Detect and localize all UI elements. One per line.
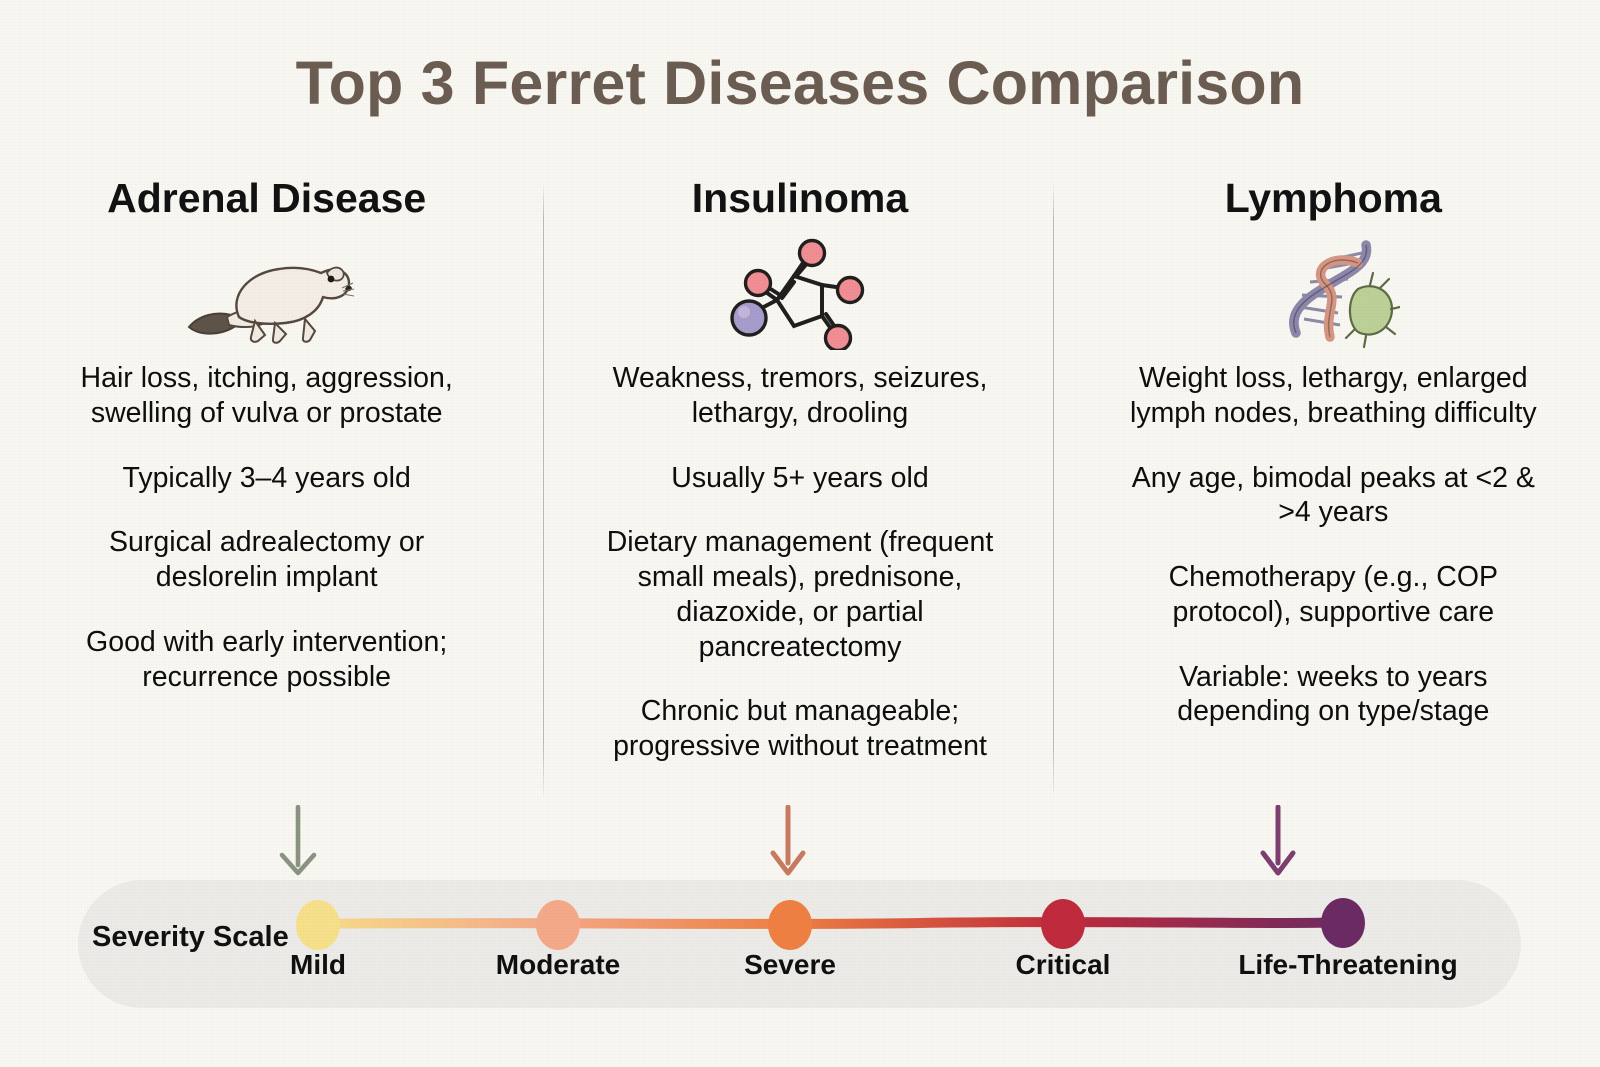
column-title-lymphoma: Lymphoma (1224, 175, 1442, 221)
fact-list-insulinoma: Weakness, tremors, seizures, lethargy, d… (533, 361, 1066, 764)
disease-column-lymphoma: Lymphoma (1067, 175, 1600, 796)
severity-pointer-arrow-insulinoma (766, 804, 810, 882)
fact-symptoms: Weight loss, lethargy, enlarged lymph no… (1129, 362, 1537, 429)
severity-pointer-arrow-lymphoma (1256, 804, 1300, 882)
severity-scale-label: Severity Scale (92, 921, 289, 953)
severity-dot-mild[interactable] (296, 900, 340, 950)
column-title-insulinoma: Insulinoma (691, 175, 909, 221)
fact-age: Any age, bimodal peaks at <2 & >4 years (1131, 461, 1535, 529)
page-title: Top 3 Ferret Diseases Comparison (295, 49, 1305, 117)
fact-prognosis: Variable: weeks to years depending on ty… (1177, 660, 1490, 728)
fact-age: Usually 5+ years old (671, 461, 929, 494)
fact-treatment: Surgical adrealectomy or deslorelin impl… (109, 526, 425, 594)
fact-age: Typically 3–4 years old (122, 461, 411, 494)
fact-list-lymphoma: Weight loss, lethargy, enlarged lymph no… (1067, 361, 1600, 729)
column-title-adrenal-disease: Adrenal Disease (107, 175, 427, 221)
fact-list-adrenal-disease: Hair loss, itching, aggression, swelling… (0, 361, 533, 694)
ferret-icon (179, 235, 355, 353)
severity-dot-critical[interactable] (1041, 899, 1085, 949)
column-divider-1 (543, 182, 544, 794)
severity-scale-track (297, 916, 1363, 930)
fact-symptoms: Hair loss, itching, aggression, swelling… (80, 362, 453, 429)
disease-column-insulinoma: Insulinoma (533, 175, 1066, 796)
severity-tick-label-life-threatening: Life-Threatening (1238, 949, 1458, 980)
severity-tick-label-severe: Severe (744, 949, 836, 980)
severity-tick-label-critical: Critical (1015, 949, 1111, 980)
severity-dot-life-threatening[interactable] (1321, 898, 1365, 948)
fact-treatment: Dietary management (frequent small meals… (606, 526, 994, 663)
column-divider-2 (1053, 182, 1054, 794)
dna-icon (1266, 235, 1401, 353)
disease-column-adrenal-disease: Adrenal Disease (0, 175, 533, 796)
severity-tick-label-moderate: Moderate (495, 949, 621, 980)
severity-tick-label-mild: Mild (290, 949, 346, 980)
molecule-icon (730, 235, 870, 353)
fact-prognosis: Chronic but manageable; progressive with… (613, 695, 987, 763)
disease-columns: Adrenal Disease (0, 175, 1600, 796)
severity-dot-moderate[interactable] (536, 900, 580, 950)
severity-pointer-arrow-adrenal-disease (276, 804, 320, 882)
fact-symptoms: Weakness, tremors, seizures, lethargy, d… (612, 362, 988, 429)
fact-prognosis: Good with early intervention; recurrence… (86, 625, 448, 693)
fact-treatment: Chemotherapy (e.g., COP protocol), suppo… (1168, 561, 1499, 628)
severity-dot-severe[interactable] (768, 900, 812, 950)
